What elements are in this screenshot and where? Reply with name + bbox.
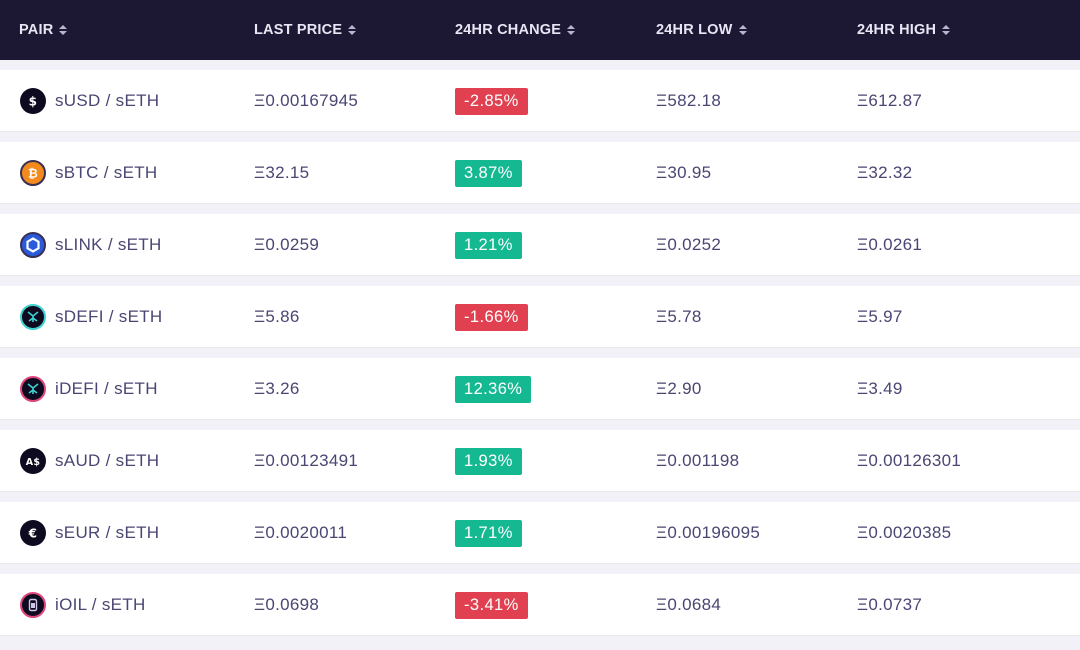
24hr-high: Ξ5.97 — [857, 307, 903, 326]
pair-cell: iDEFI / sETH — [20, 358, 158, 420]
table-row[interactable]: sLINK / sETH Ξ0.0259 1.21% Ξ0.0252 Ξ0.02… — [0, 214, 1080, 276]
24hr-high: Ξ0.0261 — [857, 235, 923, 254]
table-row[interactable]: sDEFI / sETH Ξ5.86 -1.66% Ξ5.78 Ξ5.97 — [0, 286, 1080, 348]
24hr-high: Ξ612.87 — [857, 91, 923, 110]
change-cell: 1.71% — [455, 502, 522, 564]
change-badge: -2.85% — [455, 87, 528, 115]
pair-label: sAUD / sETH — [55, 451, 160, 470]
pair-cell: ₿ sBTC / sETH — [20, 142, 157, 204]
sort-icon — [59, 24, 68, 36]
aud-coin-icon: A$ — [20, 448, 46, 474]
svg-text:A$: A$ — [26, 457, 41, 468]
change-cell: -1.66% — [455, 286, 528, 348]
table-row[interactable]: iOIL / sETH Ξ0.0698 -3.41% Ξ0.0684 Ξ0.07… — [0, 574, 1080, 636]
table-row[interactable]: $ sUSD / sETH Ξ0.00167945 -2.85% Ξ582.18… — [0, 70, 1080, 132]
last-price: Ξ0.0698 — [254, 595, 320, 614]
table-row[interactable]: ₿ sBTC / sETH Ξ32.15 3.87% Ξ30.95 Ξ32.32 — [0, 142, 1080, 204]
last-price: Ξ3.26 — [254, 379, 300, 398]
24hr-high: Ξ0.0737 — [857, 595, 923, 614]
24hr-low: Ξ0.00196095 — [656, 523, 761, 542]
change-badge: 1.71% — [455, 519, 522, 547]
last-price: Ξ0.00167945 — [254, 91, 359, 110]
change-badge: 1.93% — [455, 447, 522, 475]
pair-cell: A$ sAUD / sETH — [20, 430, 159, 492]
change-cell: 3.87% — [455, 142, 522, 204]
column-header-label: 24HR LOW — [656, 22, 733, 38]
change-cell: -3.41% — [455, 574, 528, 636]
24hr-high: Ξ0.0020385 — [857, 523, 952, 542]
pair-cell: sLINK / sETH — [20, 214, 162, 276]
dollar-coin-icon: $ — [20, 88, 46, 114]
24hr-low: Ξ5.78 — [656, 307, 702, 326]
last-price: Ξ32.15 — [254, 163, 310, 182]
24hr-low: Ξ2.90 — [656, 379, 702, 398]
sort-icon — [942, 24, 951, 36]
oil-coin-icon — [20, 592, 46, 618]
svg-text:€: € — [28, 527, 38, 541]
chainlink-coin-icon — [20, 232, 46, 258]
last-price: Ξ0.0020011 — [254, 523, 348, 542]
pair-label: sEUR / sETH — [55, 523, 160, 542]
pair-label: iDEFI / sETH — [55, 379, 158, 398]
pair-label: sLINK / sETH — [55, 235, 162, 254]
change-cell: 1.21% — [455, 214, 522, 276]
change-badge: 1.21% — [455, 231, 522, 259]
last-price: Ξ5.86 — [254, 307, 300, 326]
table-row[interactable]: A$ sAUD / sETH Ξ0.00123491 1.93% Ξ0.0011… — [0, 430, 1080, 492]
pair-cell: $ sUSD / sETH — [20, 70, 159, 132]
24hr-high: Ξ32.32 — [857, 163, 913, 182]
column-header-label: 24HR CHANGE — [455, 22, 562, 38]
pair-label: iOIL / sETH — [55, 595, 146, 614]
change-badge: 12.36% — [455, 375, 532, 403]
pair-cell: iOIL / sETH — [20, 574, 146, 636]
euro-coin-icon: € — [20, 520, 46, 546]
24hr-low: Ξ0.0252 — [656, 235, 722, 254]
sort-icon — [567, 24, 576, 36]
column-header-label: LAST PRICE — [254, 22, 343, 38]
column-header-24hr-high[interactable]: 24HR HIGH — [857, 0, 951, 60]
column-header-last-price[interactable]: LAST PRICE — [254, 0, 357, 60]
change-cell: 1.93% — [455, 430, 522, 492]
change-cell: 12.36% — [455, 358, 532, 420]
table-row[interactable]: € sEUR / sETH Ξ0.0020011 1.71% Ξ0.001960… — [0, 502, 1080, 564]
sdefi-coin-icon — [20, 304, 46, 330]
change-badge: 3.87% — [455, 159, 522, 187]
column-header-pair[interactable]: PAIR — [19, 0, 68, 60]
table-header: PAIR LAST PRICE 24HR CHANGE 24HR LOW 24H… — [0, 0, 1080, 60]
pair-cell: € sEUR / sETH — [20, 502, 159, 564]
column-header-24hr-low[interactable]: 24HR LOW — [656, 0, 747, 60]
24hr-low: Ξ0.0684 — [656, 595, 722, 614]
24hr-low: Ξ582.18 — [656, 91, 722, 110]
sort-icon — [738, 24, 747, 36]
column-header-label: PAIR — [19, 22, 54, 38]
pair-cell: sDEFI / sETH — [20, 286, 163, 348]
change-badge: -3.41% — [455, 591, 528, 619]
last-price: Ξ0.00123491 — [254, 451, 359, 470]
column-header-24hr-change[interactable]: 24HR CHANGE — [455, 0, 576, 60]
pair-label: sBTC / sETH — [55, 163, 158, 182]
pair-label: sDEFI / sETH — [55, 307, 163, 326]
svg-text:₿: ₿ — [28, 167, 38, 181]
bitcoin-coin-icon: ₿ — [20, 160, 46, 186]
24hr-low: Ξ30.95 — [656, 163, 712, 182]
24hr-low: Ξ0.001198 — [656, 451, 740, 470]
idefi-coin-icon — [20, 376, 46, 402]
svg-text:$: $ — [29, 95, 38, 109]
column-header-label: 24HR HIGH — [857, 22, 937, 38]
24hr-high: Ξ0.00126301 — [857, 451, 962, 470]
change-cell: -2.85% — [455, 70, 528, 132]
change-badge: -1.66% — [455, 303, 528, 331]
last-price: Ξ0.0259 — [254, 235, 320, 254]
pair-label: sUSD / sETH — [55, 91, 160, 110]
24hr-high: Ξ3.49 — [857, 379, 903, 398]
sort-icon — [348, 24, 357, 36]
table-row[interactable]: iDEFI / sETH Ξ3.26 12.36% Ξ2.90 Ξ3.49 — [0, 358, 1080, 420]
